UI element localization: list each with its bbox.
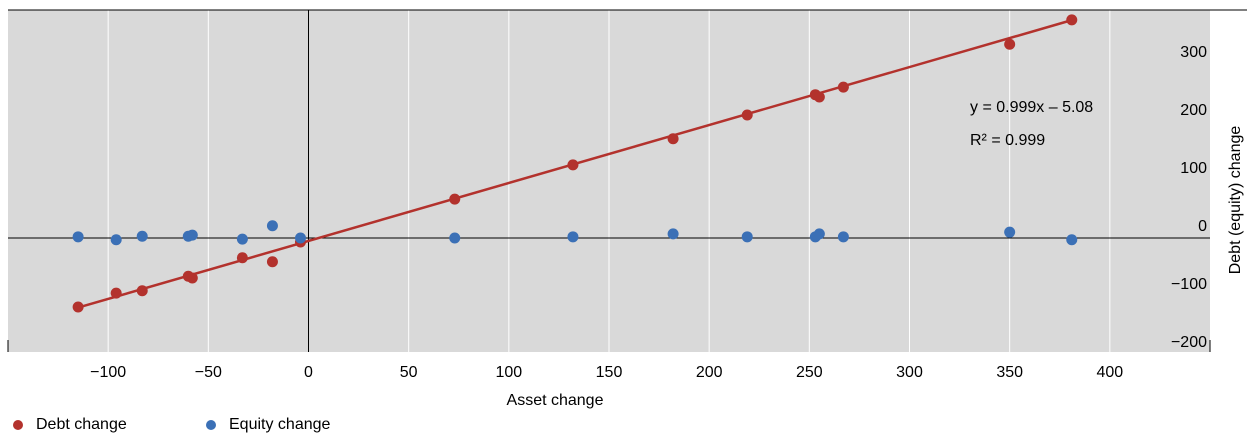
x-tick-label: 400: [1096, 364, 1123, 381]
x-tick-label: −50: [195, 364, 222, 381]
point: [136, 230, 148, 242]
x-tick-label: 300: [896, 364, 923, 381]
point: [186, 229, 198, 241]
legend-label: Debt change: [36, 416, 127, 433]
point: [1004, 38, 1016, 50]
point: [110, 234, 122, 246]
point: [186, 272, 198, 284]
point: [449, 232, 461, 244]
y-axis-title: Debt (equity) change: [1227, 126, 1244, 275]
point: [837, 81, 849, 93]
y-tick-label: 100: [1180, 160, 1207, 177]
x-tick-label: 100: [495, 364, 522, 381]
point: [837, 231, 849, 243]
y-tick-label: −200: [1171, 334, 1207, 351]
point: [1004, 226, 1016, 238]
point: [236, 233, 248, 245]
x-tick-label: 250: [796, 364, 823, 381]
point: [72, 231, 84, 243]
y-tick-label: 300: [1180, 44, 1207, 61]
point: [667, 228, 679, 240]
x-tick-label: −100: [90, 364, 126, 381]
x-tick-label: 0: [304, 364, 313, 381]
point: [667, 133, 679, 145]
y-tick-label: 200: [1180, 102, 1207, 119]
x-tick-label: 150: [596, 364, 623, 381]
point: [236, 252, 248, 264]
y-tick-label: 0: [1198, 218, 1207, 235]
point: [741, 231, 753, 243]
point: [1066, 234, 1078, 246]
y-tick-label: −100: [1171, 276, 1207, 293]
x-tick-label: 50: [400, 364, 418, 381]
x-tick-label: 350: [996, 364, 1023, 381]
point: [136, 285, 148, 297]
point: [567, 159, 579, 171]
point: [741, 109, 753, 121]
point: [294, 232, 306, 244]
point: [813, 228, 825, 240]
point: [567, 231, 579, 243]
x-tick-label: 200: [696, 364, 723, 381]
point: [72, 301, 84, 313]
legend-label: Equity change: [229, 416, 331, 433]
x-axis-title: Asset change: [507, 392, 604, 409]
point: [266, 256, 278, 268]
point: [813, 91, 825, 103]
annotation: R² = 0.999: [970, 132, 1045, 149]
point: [266, 220, 278, 232]
annotation: y = 0.999x – 5.08: [970, 99, 1093, 116]
legend-marker: [206, 420, 216, 430]
point: [1066, 14, 1078, 26]
point: [449, 193, 461, 205]
legend-marker: [13, 420, 23, 430]
point: [110, 287, 122, 299]
